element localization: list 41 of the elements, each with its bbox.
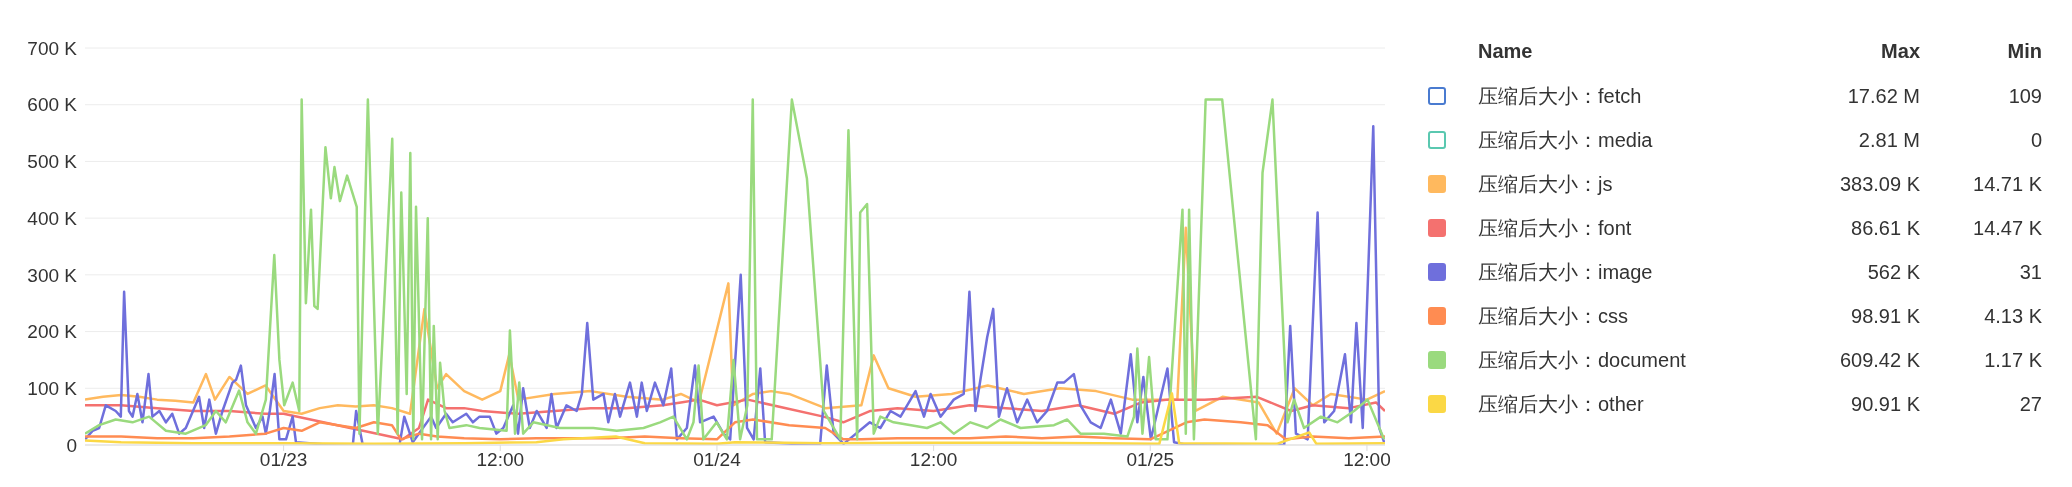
y-tick-label: 300 K — [27, 264, 78, 286]
text: 609.42 K — [1838, 347, 1921, 373]
y-tick-label: 400 K — [27, 207, 78, 229]
text: Min — [2006, 38, 2043, 64]
y-tick-label: 200 K — [27, 321, 78, 343]
y-tick-label: 100 K — [27, 378, 78, 400]
text: 90.91 K — [1850, 391, 1921, 417]
text: 562 K — [1866, 259, 1921, 285]
x-tick-label: 12:00 — [476, 449, 525, 471]
text: Name — [1477, 38, 1534, 64]
text: 14.71 K — [1972, 171, 2043, 197]
text: 31 — [2018, 259, 2043, 285]
x-tick-label: 12:00 — [909, 449, 958, 471]
legend-label: 压缩后大小：image — [1477, 259, 1654, 285]
text: 383.09 K — [1838, 171, 1921, 197]
text: 1.17 K — [1983, 347, 2043, 373]
y-tick-label: 700 K — [27, 37, 78, 59]
text: 14.47 K — [1972, 215, 2043, 241]
text: 2.81 M — [1857, 127, 1921, 153]
legend-label: 压缩后大小：media — [1477, 127, 1654, 153]
legend-label: 压缩后大小：js — [1477, 171, 1614, 197]
text: 4.13 K — [1983, 303, 2043, 329]
text: 17.62 M — [1846, 83, 1921, 109]
y-tick-label: 500 K — [27, 151, 78, 173]
text: 86.61 K — [1850, 215, 1921, 241]
legend-label: 压缩后大小：fetch — [1477, 83, 1643, 109]
text: 0 — [2029, 127, 2043, 153]
legend-label: 压缩后大小：css — [1477, 303, 1629, 329]
text: 27 — [2018, 391, 2043, 417]
y-tick-label: 600 K — [27, 94, 78, 116]
text: Max — [1880, 38, 1921, 64]
legend-label: 压缩后大小：document — [1477, 347, 1687, 373]
legend-label: 压缩后大小：font — [1477, 215, 1633, 241]
x-tick-label: 12:00 — [1343, 449, 1391, 471]
text: 109 — [2007, 83, 2043, 109]
x-tick-label: 01/25 — [1126, 449, 1175, 471]
x-tick-label: 01/23 — [259, 449, 308, 471]
text: 98.91 K — [1850, 303, 1921, 329]
y-tick-label: 0 — [66, 434, 77, 456]
x-tick-label: 01/24 — [693, 449, 742, 471]
legend-label: 压缩后大小：other — [1477, 391, 1645, 417]
